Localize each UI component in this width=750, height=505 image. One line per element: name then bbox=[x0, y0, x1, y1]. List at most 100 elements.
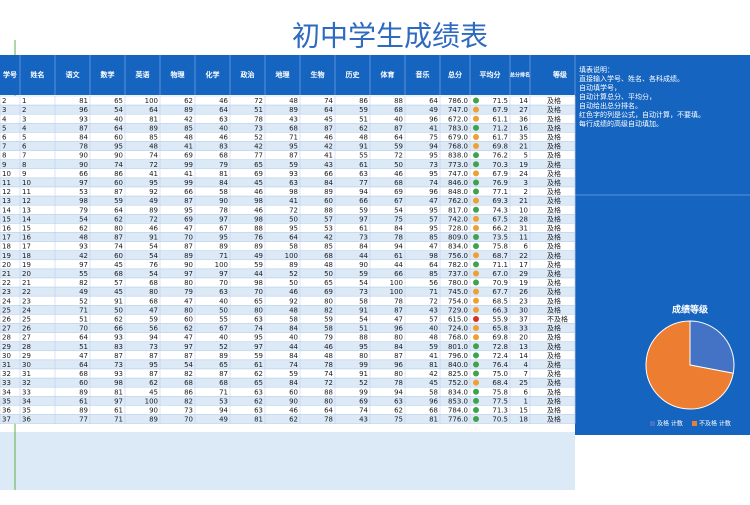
cell: 4 bbox=[2, 115, 7, 123]
status-icon bbox=[473, 397, 479, 404]
cell: 64 bbox=[149, 106, 158, 114]
cell: 87 bbox=[394, 124, 403, 132]
cell: 49 bbox=[219, 416, 228, 424]
legend-label: 及格 计数 bbox=[657, 420, 683, 428]
cell: 51 bbox=[359, 115, 368, 123]
cell: 28 bbox=[2, 334, 11, 342]
cell: 及格 bbox=[547, 342, 561, 351]
cell: 41 bbox=[429, 352, 438, 360]
cell: 60 bbox=[79, 379, 88, 387]
cell: 46 bbox=[289, 406, 298, 414]
cell: 55.9 bbox=[492, 315, 508, 323]
cell: 72 bbox=[149, 215, 158, 223]
cell: 78 bbox=[324, 361, 333, 369]
cell: 88 bbox=[324, 206, 333, 214]
cell: 27 bbox=[22, 334, 31, 342]
cell: 87 bbox=[114, 352, 123, 360]
cell: 46 bbox=[289, 288, 298, 296]
cell: 34 bbox=[2, 388, 11, 396]
cell: 51 bbox=[79, 315, 88, 323]
cell: 89 bbox=[184, 106, 193, 114]
cell: 及格 bbox=[547, 223, 561, 232]
cell: 65 bbox=[254, 379, 263, 387]
cell: 61.1 bbox=[492, 115, 508, 123]
cell: 93 bbox=[79, 243, 88, 251]
cell: 84 bbox=[79, 133, 88, 141]
cell: 80 bbox=[394, 334, 403, 342]
cell: 44 bbox=[289, 343, 298, 351]
cell: 83 bbox=[114, 343, 123, 351]
cell: 19 bbox=[519, 279, 528, 287]
cell: 85 bbox=[429, 270, 438, 278]
cell: 834.0 bbox=[448, 388, 468, 396]
cell: 98 bbox=[254, 215, 263, 223]
cell: 及格 bbox=[547, 214, 561, 223]
cell: 19 bbox=[519, 161, 528, 169]
cell: 49 bbox=[254, 252, 263, 260]
cell: 34 bbox=[22, 397, 31, 405]
cell: 82 bbox=[324, 306, 333, 314]
cell: 2 bbox=[524, 188, 528, 196]
cell: 37 bbox=[519, 315, 528, 323]
cell: 及格 bbox=[547, 233, 561, 242]
cell: 87 bbox=[184, 243, 193, 251]
cell: 70 bbox=[184, 416, 193, 424]
cell: 31 bbox=[22, 370, 31, 378]
cell: 88 bbox=[254, 224, 263, 232]
cell: 59 bbox=[254, 352, 263, 360]
cell: 80 bbox=[184, 279, 193, 287]
cell: 729.0 bbox=[448, 306, 468, 314]
cell: 81 bbox=[114, 388, 123, 396]
cell: 33 bbox=[22, 388, 31, 396]
cell: 59 bbox=[429, 343, 438, 351]
cell: 30 bbox=[22, 361, 31, 369]
cell: 96 bbox=[429, 188, 438, 196]
cell: 7 bbox=[524, 370, 528, 378]
column-header: 音乐 bbox=[416, 70, 430, 79]
cell: 74 bbox=[324, 370, 333, 378]
cell: 95 bbox=[429, 152, 438, 160]
cell: 及格 bbox=[547, 96, 561, 105]
cell: 85 bbox=[149, 133, 158, 141]
cell: 50 bbox=[394, 161, 403, 169]
cell: 85 bbox=[429, 234, 438, 242]
cell: 51 bbox=[254, 106, 263, 114]
cell: 64 bbox=[114, 124, 123, 132]
cell: 61 bbox=[79, 397, 88, 405]
cell: 64 bbox=[114, 206, 123, 214]
cell: 786.0 bbox=[448, 97, 468, 105]
cell: 62 bbox=[394, 406, 403, 414]
cell: 78 bbox=[394, 379, 403, 387]
cell: 76 bbox=[254, 234, 263, 242]
cell: 100 bbox=[390, 279, 403, 287]
cell: 63 bbox=[394, 397, 403, 405]
cell: 54 bbox=[149, 243, 158, 251]
cell: 47 bbox=[79, 352, 88, 360]
cell: 773.0 bbox=[448, 161, 468, 169]
cell: 80 bbox=[149, 288, 158, 296]
cell: 8 bbox=[2, 152, 6, 160]
status-icon bbox=[473, 388, 479, 395]
cell: 98 bbox=[254, 197, 263, 205]
cell: 16 bbox=[22, 234, 31, 242]
cell: 40 bbox=[219, 124, 228, 132]
cell: 71 bbox=[219, 388, 228, 396]
cell: 77 bbox=[359, 179, 368, 187]
cell: 及格 bbox=[547, 123, 561, 132]
cell: 21 bbox=[519, 197, 528, 205]
cell: 50 bbox=[289, 215, 298, 223]
cell: 77 bbox=[79, 416, 88, 424]
cell: 46 bbox=[324, 133, 333, 141]
cell: 679.0 bbox=[448, 133, 468, 141]
cell: 72 bbox=[254, 97, 263, 105]
cell: 54 bbox=[149, 252, 158, 260]
cell: 47 bbox=[184, 297, 193, 305]
cell: 15 bbox=[2, 215, 11, 223]
cell: 18 bbox=[22, 252, 31, 260]
cell: 95 bbox=[289, 224, 298, 232]
cell: 74 bbox=[289, 361, 298, 369]
cell: 63 bbox=[254, 388, 263, 396]
cell: 61 bbox=[254, 361, 263, 369]
cell: 58 bbox=[429, 388, 438, 396]
status-icon bbox=[473, 279, 479, 286]
